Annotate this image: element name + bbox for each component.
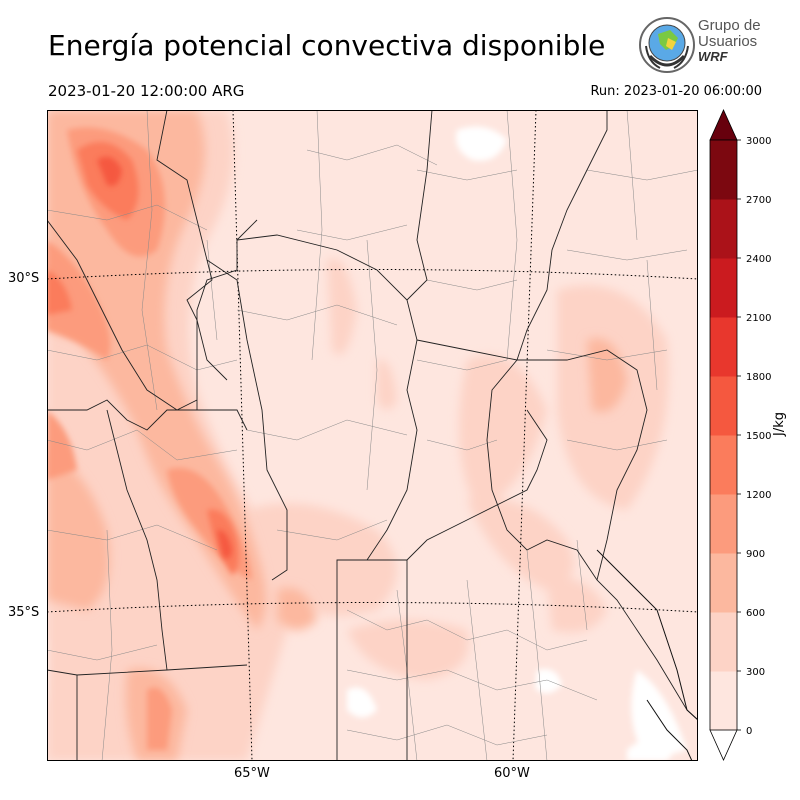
colorbar-swatch-9 [710,140,737,200]
colorbar-tick-label-600: 600 [746,608,765,619]
colorbar-swatch-8 [710,199,737,259]
lon-label-65w: 65°W [234,766,270,781]
lat-label-35s: 35°S [8,605,40,620]
graticule [47,110,698,761]
lon-label-60w: 60°W [494,766,530,781]
colorbar-swatch-3 [710,494,737,554]
cape-1500-1800 [97,156,232,559]
coastline [596,549,698,761]
colorbar-tick-label-3000: 3000 [746,136,771,147]
colorbar: 0 300 600 900 1200 1500 1800 2100 2400 2700 3000 [709,109,771,761]
lat-label-30s: 30°S [8,271,40,286]
colorbar-swatch-6 [710,317,737,377]
cape-map [47,110,698,761]
colorbar-swatch-4 [710,435,737,495]
colorbar-tick-label-2700: 2700 [746,195,771,206]
run-time: Run: 2023-01-20 06:00:00 [590,84,762,99]
colorbar-tick-label-900: 900 [746,549,765,560]
colorbar-swatch-2 [710,553,737,613]
province-boundaries [47,110,698,761]
colorbar-under-arrow [709,729,738,761]
colorbar-tick-label-1200: 1200 [746,490,771,501]
colorbar-tick-label-1500: 1500 [746,431,771,442]
colorbar-swatch-5 [710,376,737,436]
logo-line-1: Grupo de [698,17,761,34]
colorbar-swatch-0 [710,671,737,731]
colorbar-over-arrow [709,109,738,141]
colorbar-swatch-7 [710,258,737,318]
colorbar-tick-label-1800: 1800 [746,372,771,383]
logo-line-2: Usuarios [698,33,758,50]
department-boundaries [47,110,698,761]
grupo-usuarios-wrf-logo: Grupo de Usuarios WRF [638,16,761,76]
colorbar-swatch-1 [710,612,737,672]
colorbar-tick-label-0: 0 [746,726,752,737]
colorbar-unit-label: J/kg [772,412,787,436]
colorbar-tick-label-2100: 2100 [746,313,771,324]
valid-time: 2023-01-20 12:00:00 ARG [48,82,245,100]
logo-line-3: WRF [698,49,728,64]
colorbar-tick-label-2400: 2400 [746,254,771,265]
map-title: Energía potencial convectiva disponible [48,29,606,62]
globe-emblem-icon [639,17,695,73]
colorbar-tick-label-300: 300 [746,667,765,678]
